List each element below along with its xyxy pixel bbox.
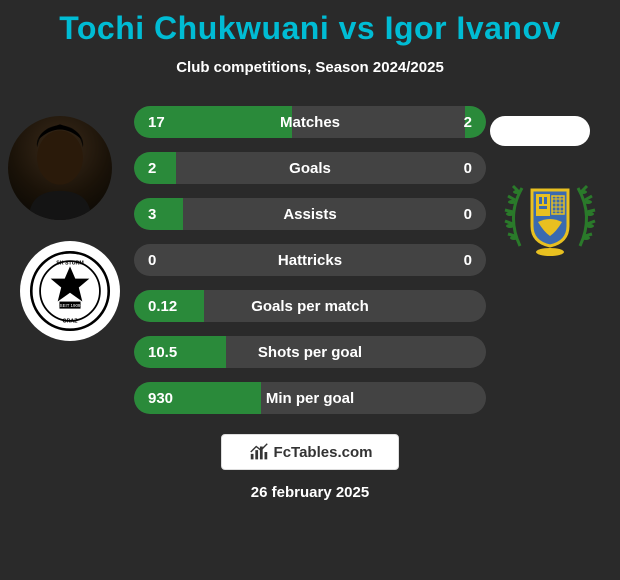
stat-label: Assists [134,206,486,223]
svg-text:SEIT 1909: SEIT 1909 [60,303,81,308]
stat-right-value: 0 [464,252,472,269]
player-left-block [8,116,112,220]
stat-row: 0Hattricks0 [134,244,486,276]
stat-right-value: 2 [464,114,472,131]
brand-chart-icon [248,441,270,463]
club-left-badge: SK STURM GRAZ SEIT 1909 [20,241,120,341]
stat-label: Min per goal [134,390,486,407]
stat-label: Goals [134,160,486,177]
player-right-avatar-placeholder [490,116,590,146]
subtitle: Club competitions, Season 2024/2025 [0,59,620,76]
stat-row: 0.12Goals per match [134,290,486,322]
club-left-crest-icon: SK STURM GRAZ SEIT 1909 [26,247,114,335]
stat-rows: 17Matches22Goals03Assists00Hattricks00.1… [134,106,486,414]
stat-label: Shots per goal [134,344,486,361]
stat-row: 10.5Shots per goal [134,336,486,368]
stat-row: 2Goals0 [134,152,486,184]
stat-label: Hattricks [134,252,486,269]
stat-label: Goals per match [134,298,486,315]
brand-text: FcTables.com [274,444,373,461]
stat-right-value: 0 [464,160,472,177]
brand-box[interactable]: FcTables.com [221,434,399,470]
svg-text:GRAZ: GRAZ [63,319,79,325]
stat-row: 17Matches2 [134,106,486,138]
club-right-crest-icon [500,166,600,266]
svg-text:SK STURM: SK STURM [56,261,84,267]
comparison-panel: SK STURM GRAZ SEIT 1909 [0,106,620,414]
club-right-badge [500,166,600,266]
stat-right-value: 0 [464,206,472,223]
stat-row: 3Assists0 [134,198,486,230]
player-left-avatar [8,116,112,220]
page-title: Tochi Chukwuani vs Igor Ivanov [0,0,620,47]
player-silhouette-icon [8,116,112,220]
stat-row: 930Min per goal [134,382,486,414]
date-label: 26 february 2025 [0,484,620,501]
stat-label: Matches [134,114,486,131]
